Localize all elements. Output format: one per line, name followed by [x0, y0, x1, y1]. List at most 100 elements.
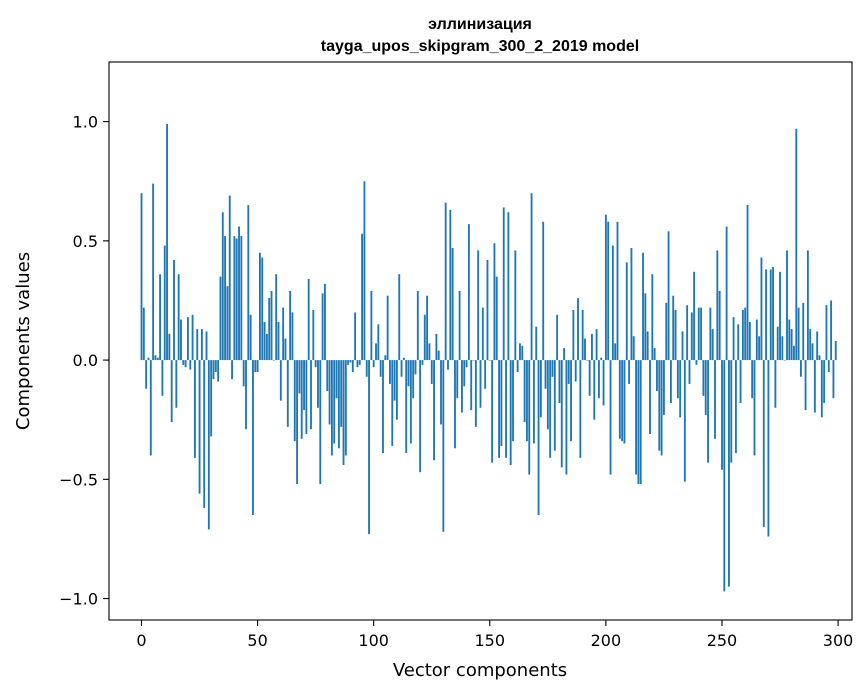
- bar: [581, 310, 584, 361]
- bar: [286, 360, 289, 427]
- bar: [312, 310, 315, 361]
- bar: [663, 360, 665, 415]
- bar: [565, 360, 568, 475]
- bar: [365, 360, 368, 377]
- bar: [214, 360, 217, 372]
- bar: [493, 243, 496, 361]
- bar: [335, 360, 338, 399]
- bar: [804, 360, 807, 411]
- bar: [669, 360, 672, 403]
- bar: [797, 307, 800, 361]
- bar: [419, 360, 422, 473]
- bar: [721, 360, 723, 470]
- bar: [405, 360, 408, 454]
- bar: [479, 360, 482, 408]
- bar: [813, 360, 816, 413]
- bar: [254, 360, 257, 372]
- bar: [272, 360, 275, 361]
- bar: [317, 360, 319, 408]
- bar: [556, 314, 559, 361]
- bar: [256, 360, 259, 372]
- bar: [674, 310, 677, 361]
- bar: [159, 274, 162, 361]
- bar: [774, 360, 777, 408]
- bar: [384, 355, 387, 361]
- bar: [672, 295, 675, 361]
- bar: [275, 274, 278, 361]
- bar: [700, 307, 703, 361]
- bar: [235, 238, 238, 361]
- bar: [240, 236, 243, 361]
- bar: [180, 319, 182, 361]
- bar: [679, 360, 682, 418]
- bar: [472, 360, 475, 361]
- bar: [407, 360, 410, 387]
- bar: [189, 360, 192, 370]
- bar: [639, 360, 642, 485]
- bar: [537, 360, 540, 516]
- bar: [570, 360, 572, 442]
- bar: [228, 195, 231, 361]
- bar: [474, 360, 477, 427]
- bar: [152, 183, 155, 361]
- y-tick-label: −0.5: [59, 470, 98, 489]
- bar: [588, 360, 591, 396]
- bar: [591, 333, 593, 361]
- bar: [816, 331, 819, 361]
- chart-title: эллинизация: [428, 16, 532, 33]
- bar: [695, 360, 698, 365]
- bar: [437, 350, 440, 361]
- bar: [212, 360, 215, 380]
- bar: [428, 343, 431, 361]
- bar: [363, 181, 366, 361]
- bar: [461, 360, 463, 413]
- bar: [449, 209, 452, 361]
- bar: [247, 205, 250, 361]
- bar: [502, 207, 505, 361]
- bar: [600, 357, 603, 361]
- bar: [732, 317, 735, 361]
- bar: [252, 360, 254, 516]
- bar: [526, 360, 528, 442]
- bar: [484, 360, 487, 389]
- bar: [161, 360, 164, 396]
- bar: [330, 360, 333, 456]
- bar: [572, 310, 575, 361]
- bar: [739, 360, 742, 403]
- bar: [191, 314, 194, 361]
- bar: [356, 360, 359, 368]
- bar: [681, 331, 684, 361]
- bar: [786, 250, 788, 361]
- bar: [832, 360, 835, 399]
- bar: [231, 360, 233, 380]
- bar: [351, 360, 354, 372]
- bar: [296, 360, 298, 485]
- y-tick-label: 1.0: [73, 113, 98, 132]
- x-tick-label: 50: [247, 631, 267, 650]
- bar: [760, 257, 763, 361]
- bar: [200, 329, 203, 361]
- x-tick-label: 150: [475, 631, 506, 650]
- bar: [642, 252, 644, 361]
- bar: [168, 333, 171, 361]
- bar: [644, 293, 647, 361]
- bar: [512, 360, 514, 442]
- bar: [307, 279, 310, 361]
- bar: [198, 360, 201, 494]
- bar: [173, 259, 175, 361]
- bar: [344, 360, 347, 456]
- bar: [426, 295, 429, 361]
- y-axis-ticks: −1.0 −0.5 0.0 0.5 1.0: [59, 113, 109, 609]
- bar: [205, 331, 208, 361]
- bar: [521, 345, 524, 361]
- bar: [604, 214, 607, 361]
- bar: [748, 321, 751, 361]
- bar: [310, 360, 312, 430]
- bar: [528, 360, 531, 475]
- bar: [145, 360, 148, 389]
- bar: [298, 360, 301, 394]
- bar: [632, 336, 635, 361]
- bar: [584, 338, 586, 361]
- bar: [398, 274, 401, 361]
- bar: [602, 360, 605, 406]
